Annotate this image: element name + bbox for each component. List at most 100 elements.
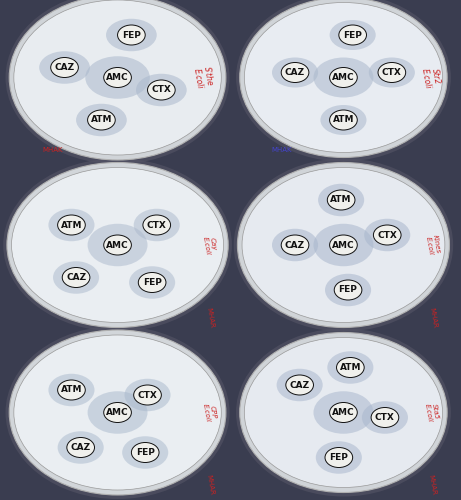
Text: CPP
E.coli: CPP E.coli xyxy=(202,402,218,423)
Ellipse shape xyxy=(134,209,180,242)
Ellipse shape xyxy=(53,261,99,294)
Text: ATM: ATM xyxy=(333,116,354,124)
Text: Kines
E.coli: Kines E.coli xyxy=(426,234,441,256)
Text: MHAR: MHAR xyxy=(205,474,214,496)
Text: FEP: FEP xyxy=(339,286,357,294)
Ellipse shape xyxy=(58,431,104,464)
Ellipse shape xyxy=(369,58,415,88)
Text: FEP: FEP xyxy=(122,30,141,40)
Text: CTX: CTX xyxy=(137,390,158,400)
Ellipse shape xyxy=(85,56,150,99)
Ellipse shape xyxy=(327,351,373,384)
Ellipse shape xyxy=(330,110,357,130)
Text: AMC: AMC xyxy=(332,240,355,250)
Ellipse shape xyxy=(371,408,399,428)
Ellipse shape xyxy=(67,438,95,458)
Ellipse shape xyxy=(104,68,131,87)
Ellipse shape xyxy=(330,235,357,255)
Ellipse shape xyxy=(88,391,148,434)
Ellipse shape xyxy=(240,0,447,158)
Ellipse shape xyxy=(281,235,309,255)
Ellipse shape xyxy=(339,25,366,45)
Ellipse shape xyxy=(104,402,131,422)
Text: AMC: AMC xyxy=(106,408,129,417)
Text: AMC: AMC xyxy=(332,73,355,82)
Ellipse shape xyxy=(7,162,228,328)
Ellipse shape xyxy=(48,374,95,406)
Ellipse shape xyxy=(234,158,453,332)
Ellipse shape xyxy=(58,215,85,235)
Text: AMC: AMC xyxy=(106,240,129,250)
Ellipse shape xyxy=(334,280,362,300)
Ellipse shape xyxy=(122,436,168,469)
Text: ATM: ATM xyxy=(91,116,112,124)
Ellipse shape xyxy=(272,229,318,261)
Ellipse shape xyxy=(124,379,171,411)
Ellipse shape xyxy=(240,332,447,492)
Ellipse shape xyxy=(242,168,445,322)
Text: AMC: AMC xyxy=(106,73,129,82)
Text: CAZ: CAZ xyxy=(66,273,86,282)
Text: S'the
E.coli: S'the E.coli xyxy=(191,66,214,89)
Ellipse shape xyxy=(9,0,226,160)
Text: Str2
E.coli: Str2 E.coli xyxy=(420,66,443,89)
Ellipse shape xyxy=(330,20,376,50)
Text: MHAR: MHAR xyxy=(429,307,438,328)
Text: CAZ: CAZ xyxy=(54,63,75,72)
Ellipse shape xyxy=(244,338,443,488)
Text: CTX: CTX xyxy=(375,413,395,422)
Ellipse shape xyxy=(134,385,161,405)
Ellipse shape xyxy=(6,326,230,499)
Text: FEP: FEP xyxy=(330,453,348,462)
Ellipse shape xyxy=(327,190,355,210)
Ellipse shape xyxy=(118,25,145,45)
Text: CAZ: CAZ xyxy=(71,443,91,452)
Ellipse shape xyxy=(136,74,187,106)
Text: MHAK: MHAK xyxy=(271,147,291,153)
Text: CAZ: CAZ xyxy=(285,240,305,250)
Ellipse shape xyxy=(6,0,230,164)
Text: ATM: ATM xyxy=(340,363,361,372)
Ellipse shape xyxy=(88,224,148,266)
Text: CAZ: CAZ xyxy=(290,380,310,390)
Text: Cay
E.coli: Cay E.coli xyxy=(202,234,218,256)
Text: MHAR: MHAR xyxy=(427,474,437,496)
Ellipse shape xyxy=(373,225,401,245)
Ellipse shape xyxy=(330,68,357,87)
Text: ATM: ATM xyxy=(61,386,82,394)
Text: CTX: CTX xyxy=(151,86,171,94)
Ellipse shape xyxy=(39,52,90,84)
Text: MHAK: MHAK xyxy=(43,147,63,153)
Text: CTX: CTX xyxy=(147,220,167,230)
Ellipse shape xyxy=(325,448,353,468)
Ellipse shape xyxy=(104,235,131,255)
Ellipse shape xyxy=(362,401,408,434)
Text: CTX: CTX xyxy=(382,68,402,77)
Ellipse shape xyxy=(14,0,221,155)
Ellipse shape xyxy=(277,369,323,401)
Ellipse shape xyxy=(337,358,364,378)
Text: ATM: ATM xyxy=(61,220,82,230)
Ellipse shape xyxy=(286,375,313,395)
Ellipse shape xyxy=(325,274,371,306)
Ellipse shape xyxy=(48,209,95,242)
Ellipse shape xyxy=(3,158,232,332)
Ellipse shape xyxy=(62,268,90,287)
Ellipse shape xyxy=(129,266,175,298)
Ellipse shape xyxy=(281,62,309,82)
Ellipse shape xyxy=(131,442,159,462)
Ellipse shape xyxy=(318,184,364,216)
Ellipse shape xyxy=(138,272,166,292)
Ellipse shape xyxy=(378,62,406,82)
Ellipse shape xyxy=(330,402,357,422)
Ellipse shape xyxy=(313,224,373,266)
Text: FEP: FEP xyxy=(343,30,362,40)
Ellipse shape xyxy=(313,391,373,434)
Text: CTX: CTX xyxy=(377,230,397,239)
Ellipse shape xyxy=(313,58,373,98)
Ellipse shape xyxy=(51,58,78,78)
Ellipse shape xyxy=(236,328,451,496)
Ellipse shape xyxy=(316,442,362,474)
Text: FEP: FEP xyxy=(136,448,154,457)
Ellipse shape xyxy=(76,104,127,136)
